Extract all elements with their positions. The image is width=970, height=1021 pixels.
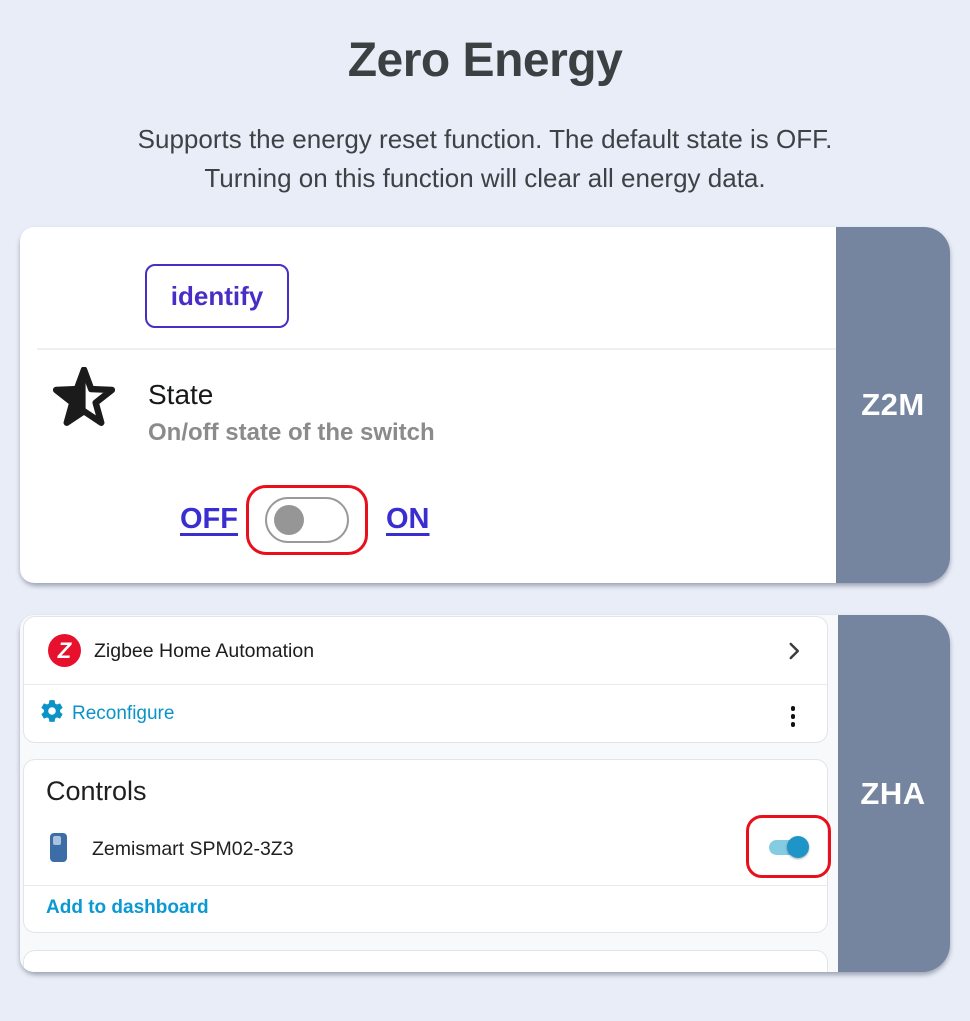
state-on-link[interactable]: ON	[386, 503, 430, 535]
page-subtitle: Supports the energy reset function. The …	[0, 120, 970, 198]
divider	[24, 885, 827, 886]
device-icon	[50, 833, 67, 862]
star-half-icon	[52, 366, 116, 431]
gear-refresh-icon	[39, 698, 65, 730]
chevron-right-icon[interactable]	[781, 638, 807, 664]
integration-card: Z Zigbee Home Automation Re	[23, 616, 828, 743]
toggle-knob	[786, 835, 809, 858]
reconfigure-label: Reconfigure	[72, 703, 175, 724]
kebab-menu-icon[interactable]	[789, 704, 798, 729]
entity-toggle[interactable]	[768, 835, 809, 859]
device-name: Zemismart SPM02-3Z3	[92, 838, 294, 860]
page-title: Zero Energy	[347, 34, 623, 87]
identify-button[interactable]: identify	[145, 264, 289, 328]
integration-name: Zigbee Home Automation	[94, 640, 315, 662]
zha-band-label: ZHA	[860, 775, 926, 811]
toggle-knob	[274, 505, 304, 535]
z2m-card: identify State On/off state of the switc…	[20, 227, 836, 583]
reconfigure-link[interactable]: Reconfigure	[39, 699, 174, 729]
page-subtitle-line1: Supports the energy reset function. The …	[137, 124, 833, 154]
toggle-highlight-annotation	[246, 485, 368, 555]
divider	[24, 684, 827, 685]
controls-title: Controls	[46, 776, 147, 806]
page-subtitle-line2: Turning on this function will clear all …	[204, 163, 766, 193]
zha-panel: ZHA Z Zigbee Home Automation	[20, 615, 950, 972]
zigbee-logo-icon: Z	[48, 634, 81, 667]
z2m-panel: Z2M identify State On/off state of the s…	[20, 227, 950, 583]
state-toggle[interactable]	[265, 497, 349, 543]
next-card-partial	[23, 950, 828, 972]
state-title: State	[148, 379, 214, 410]
controls-card: Controls Zemismart SPM02-3Z3 Add to dash…	[23, 759, 831, 933]
state-description: On/off state of the switch	[148, 419, 435, 446]
zha-card-area: Z Zigbee Home Automation Re	[20, 615, 838, 972]
toggle-highlight-annotation	[746, 815, 831, 878]
divider	[37, 348, 836, 350]
add-to-dashboard-link[interactable]: Add to dashboard	[46, 897, 209, 918]
state-off-link[interactable]: OFF	[180, 503, 238, 535]
z2m-band-label: Z2M	[861, 387, 925, 422]
